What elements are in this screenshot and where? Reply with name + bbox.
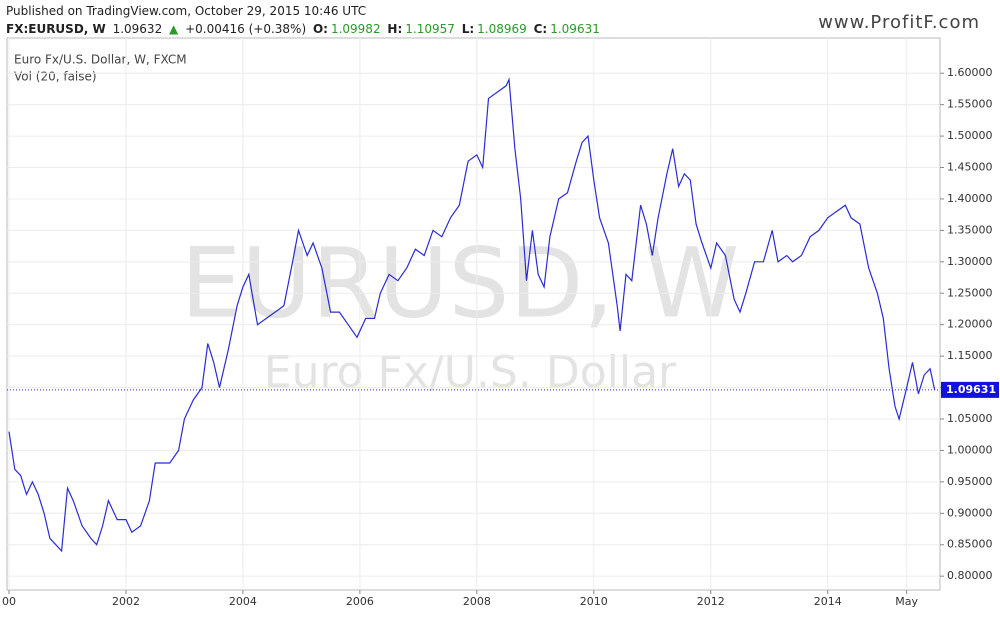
site-watermark: www.ProfitF.com <box>818 12 980 33</box>
ohlc-value: 1.09982 <box>330 22 381 36</box>
y-tick-label: 0.80000 <box>947 569 993 582</box>
y-tick-label: 1.40000 <box>947 192 993 205</box>
y-tick-label: 1.25000 <box>947 286 993 299</box>
legend: Euro Fx/U.S. Dollar, W, FXCM <box>14 53 187 67</box>
last-price-box <box>941 381 999 398</box>
ohlc-label: C: <box>533 22 548 36</box>
ohlc-label: H: <box>387 22 403 36</box>
y-tick-label: 1.60000 <box>947 66 993 79</box>
arrow: ▲ <box>169 22 179 36</box>
ohlc-label: L: <box>461 22 475 36</box>
x-tick-label: 2012 <box>697 595 725 608</box>
y-tick-label: 0.90000 <box>947 506 993 519</box>
y-tick-label: 1.50000 <box>947 129 993 142</box>
y-tick-label: 1.15000 <box>947 349 993 362</box>
y-tick-label: 0.95000 <box>947 475 993 488</box>
y-tick-label: 1.35000 <box>947 223 993 236</box>
ohlc-value: 1.08969 <box>477 22 527 36</box>
y-tick-label: 1.20000 <box>947 318 993 331</box>
last: 1.09632 <box>112 22 163 36</box>
price-line <box>8 77 936 553</box>
y-tick-label: 1.45000 <box>947 161 993 174</box>
x-tick-label: 2010 <box>580 595 608 608</box>
symbol: FX:EURUSD, W <box>6 22 106 36</box>
ohlc-label: O: <box>312 22 328 36</box>
last-price-label: 1.09631 <box>946 383 996 396</box>
x-tick-label: 2014 <box>814 595 842 608</box>
x-tick-label: 2004 <box>229 595 257 608</box>
x-tick-label: 2008 <box>463 595 491 608</box>
quote-line: FX:EURUSD, W 1.09632 ▲ +0.00416 (+0.38%)… <box>6 20 603 38</box>
change: +0.00416 (+0.38%) <box>185 22 307 36</box>
y-tick-label: 0.85000 <box>947 538 993 551</box>
y-tick-label: 1.30000 <box>947 255 993 268</box>
y-tick-label: 1.00000 <box>947 443 993 456</box>
plot-frame <box>6 37 941 591</box>
published: Published on TradingView.com, October 29… <box>6 4 367 18</box>
x-tick-label: 00 <box>2 595 16 608</box>
x-tick-label: 2002 <box>112 595 140 608</box>
watermark-sub: Euro Fx/U.S. Dollar <box>264 347 677 398</box>
x-tick-label: 2006 <box>346 595 374 608</box>
ohlc-value: 1.10957 <box>405 22 455 36</box>
y-tick-label: 1.55000 <box>947 98 993 111</box>
header: Published on TradingView.com, October 29… <box>6 2 603 38</box>
ohlc-value: 1.09631 <box>550 22 600 36</box>
y-tick-label: 1.05000 <box>947 412 993 425</box>
legend-vol: Vol (20, false) <box>14 70 97 84</box>
watermark: EURUSD, W <box>181 227 740 339</box>
x-tick-label: May <box>895 595 918 608</box>
